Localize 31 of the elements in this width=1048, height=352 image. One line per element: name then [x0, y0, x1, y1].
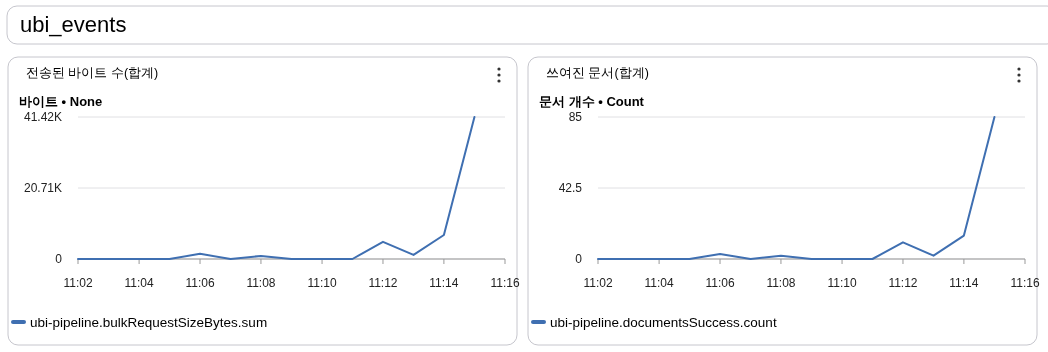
y-tick-label: 0 — [575, 252, 583, 266]
x-tick-label: 11:04 — [124, 276, 154, 290]
text: ubi_events — [20, 12, 127, 37]
x-tick-label: 11:10 — [827, 276, 857, 290]
x-tick-label: 11:06 — [705, 276, 735, 290]
legend-label: ubi-pipeline.documentsSuccess.count — [550, 315, 777, 330]
x-tick-label: 11:08 — [246, 276, 276, 290]
x-tick-label: 11:08 — [766, 276, 796, 290]
y-axis-title: 문서 개수 • Count — [539, 94, 645, 109]
x-tick-label: 11:14 — [949, 276, 979, 290]
x-tick-label: 11:16 — [490, 276, 520, 290]
y-tick-label: 0 — [55, 252, 63, 266]
x-tick-label: 11:06 — [185, 276, 215, 290]
x-tick-label: 11:02 — [583, 276, 613, 290]
x-tick-label: 11:04 — [644, 276, 674, 290]
x-tick-label: 11:16 — [1010, 276, 1040, 290]
y-tick-label: 41.42K — [23, 110, 62, 124]
x-tick-label: 11:02 — [63, 276, 93, 290]
line-series — [77, 116, 476, 260]
y-tick-label: 20.71K — [23, 181, 62, 195]
legend-label: ubi-pipeline.bulkRequestSizeBytes.sum — [30, 315, 268, 330]
chart-title: 전송된 바이트 수(합계) — [26, 66, 159, 80]
x-tick-label: 11:12 — [888, 276, 918, 290]
x-tick-label: 11:12 — [368, 276, 398, 290]
line-series — [597, 116, 996, 260]
chart-title: 쓰여진 문서(합계) — [546, 66, 649, 80]
y-tick-label: 85 — [568, 110, 583, 124]
y-axis-title: 바이트 • None — [19, 94, 103, 109]
x-tick-label: 11:10 — [307, 276, 337, 290]
x-tick-label: 11:14 — [429, 276, 459, 290]
y-tick-label: 42.5 — [558, 181, 583, 195]
